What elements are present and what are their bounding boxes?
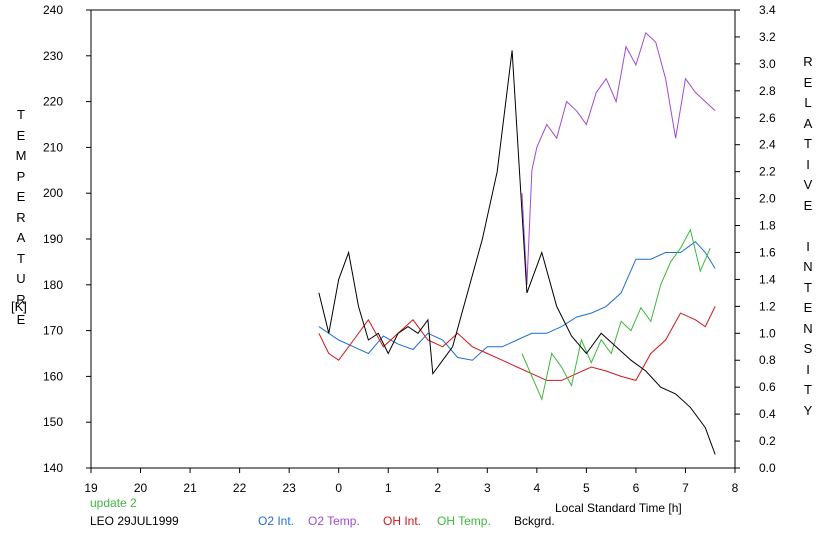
y-right-tick-label: 3.0 <box>759 57 776 71</box>
axis-label-letter: E <box>803 197 813 213</box>
legend-item: OH Temp. <box>437 514 491 528</box>
y-right-tick-label: 1.0 <box>759 326 776 340</box>
axis-label-letter: P <box>16 168 26 184</box>
legend-item: Bckgrd. <box>514 514 555 528</box>
y-left-tick-label: 230 <box>43 49 63 63</box>
y-right-tick-label: 2.6 <box>759 111 776 125</box>
y-right-tick-label: 2.0 <box>759 192 776 206</box>
axis-label-letter: E <box>803 74 813 90</box>
x-tick-label: 8 <box>732 481 739 495</box>
axis-label-letter: E <box>16 189 26 204</box>
x-tick-label: 1 <box>385 481 392 495</box>
y-left-tick-label: 200 <box>43 186 63 200</box>
y-right-tick-label: 2.2 <box>759 165 776 179</box>
x-tick-label: 23 <box>282 481 296 495</box>
y-right-tick-label: 2.4 <box>759 138 776 152</box>
axis-label-letter: N <box>803 259 813 274</box>
x-tick-label: 0 <box>335 481 342 495</box>
axis-label-letter: R <box>803 54 813 69</box>
x-tick-label: 6 <box>633 481 640 495</box>
series-line-o2-temp <box>521 31 716 285</box>
y-right-tick-label: 0.6 <box>759 380 776 394</box>
axis-label-letter: Y <box>803 402 813 418</box>
y-left-tick-label: 140 <box>43 461 63 475</box>
x-tick-label: 3 <box>484 481 491 495</box>
axis-label-letter: N <box>803 320 813 336</box>
y-right-tick-label: 1.8 <box>759 219 776 233</box>
axis-label-letter: I <box>806 156 810 172</box>
axis-label-letter <box>801 216 815 237</box>
x-axis: 19 20 21 22 23 0 1 2 3 4 5 6 7 8 <box>84 468 739 495</box>
series-layer <box>318 31 716 455</box>
y-left-tick-label: 170 <box>43 324 63 338</box>
y-right-tick-label: 3.2 <box>759 30 776 44</box>
axis-label-letter: S <box>803 341 813 356</box>
y-left-tick-label: 220 <box>43 95 63 109</box>
x-axis-label: Local Standard Time [h] <box>555 501 682 515</box>
axis-label-letter: E <box>803 300 813 315</box>
axis-label-letter: L <box>804 95 812 110</box>
x-tick-label: 20 <box>134 481 148 495</box>
axis-label-letter: T <box>17 107 25 122</box>
axis-label-letter: M <box>15 148 27 163</box>
axis-label-letter: T <box>804 279 812 295</box>
y-left-tick-label: 190 <box>43 232 63 246</box>
x-tick-label: 19 <box>84 481 98 495</box>
y-right-tick-label: 0.4 <box>759 407 776 421</box>
y-left-tick-label: 240 <box>43 3 63 17</box>
x-tick-label: 2 <box>434 481 441 495</box>
x-tick-label: 5 <box>583 481 590 495</box>
y-right-tick-label: 0.2 <box>759 434 776 448</box>
legend-item: OH Int. <box>383 514 422 528</box>
legend-item: O2 Int. <box>258 514 295 528</box>
axis-label-letter: E <box>16 127 26 143</box>
y-axis-right: 0.0 0.2 0.4 0.6 0.8 1.0 1.2 1.4 1.6 1.8 2.0 2.2 2.4 2… <box>735 3 776 475</box>
y-left-tick-label: 210 <box>43 140 63 154</box>
x-tick-label: 4 <box>534 481 541 495</box>
axis-label-letter: I <box>806 361 810 377</box>
y-left-tick-label: 180 <box>43 278 63 292</box>
update-label: update 2 <box>90 496 137 510</box>
axis-label-letter: A <box>16 230 26 245</box>
y-left-tick-label: 160 <box>43 369 63 383</box>
axis-label-letter: A <box>803 115 813 131</box>
y-axis-left: 140 150 160 170 180 190 200 210 220 230 240 <box>43 3 91 475</box>
legend-item: O2 Temp. <box>308 514 360 528</box>
location-date-label: LEO 29JUL1999 <box>90 514 179 528</box>
y-right-tick-label: 0.0 <box>759 461 776 475</box>
x-tick-label: 7 <box>682 481 689 495</box>
plot-frame <box>90 9 736 469</box>
x-tick-label: 22 <box>233 481 247 495</box>
y-right-tick-label: 2.8 <box>759 84 776 98</box>
y-right-tick-label: 1.6 <box>759 245 776 259</box>
series-line-oh-int <box>318 306 716 381</box>
series-line-oh-temp <box>521 228 711 401</box>
axis-label-letter: E <box>16 312 26 327</box>
axis-label-letter: I <box>806 238 810 254</box>
axis-label-letter: U <box>16 271 26 286</box>
x-tick-label: 21 <box>183 481 197 495</box>
axis-label-letter: R <box>16 209 26 225</box>
axis-label-letter: T <box>804 382 812 397</box>
y-right-tick-label: 1.4 <box>759 272 776 286</box>
axis-label-letter: T <box>17 250 25 266</box>
axis-label-letter: R <box>16 291 26 307</box>
series-line-bckgrd <box>318 50 716 455</box>
series-line-o2-int <box>318 241 716 361</box>
y-right-tick-label: 1.2 <box>759 299 776 313</box>
y-left-tick-label: 150 <box>43 415 63 429</box>
y-right-tick-label: 0.8 <box>759 353 776 367</box>
y-right-tick-label: 3.4 <box>759 3 776 17</box>
axis-label-letter: T <box>804 136 812 151</box>
axis-label-letter: V <box>803 177 813 192</box>
y-axis-left-unit: [K] <box>11 299 27 314</box>
